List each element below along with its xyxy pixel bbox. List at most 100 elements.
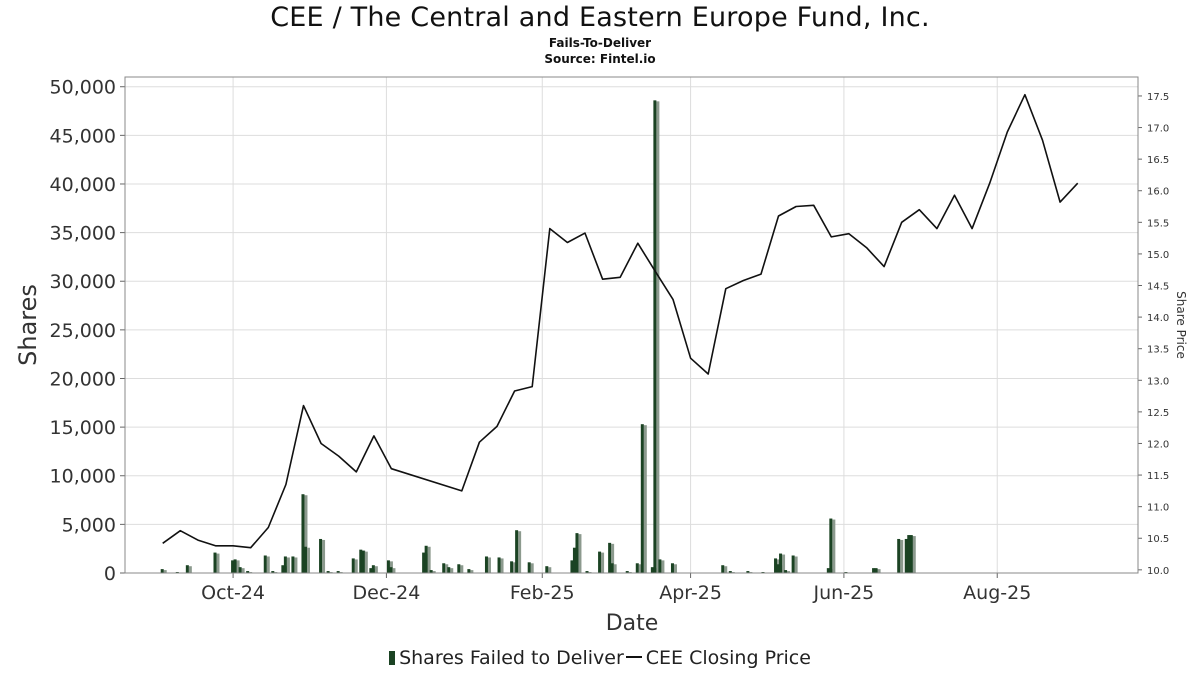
ftd-bar-shadow xyxy=(294,557,298,573)
ftd-bar-shadow xyxy=(374,566,378,573)
price-series xyxy=(162,93,1079,549)
y2-tick-label: 10.5 xyxy=(1147,534,1169,545)
y2-tick-label: 11.5 xyxy=(1147,471,1169,482)
ftd-bar xyxy=(238,567,242,573)
ftd-bar xyxy=(510,561,514,573)
ftd-bar xyxy=(909,535,913,573)
ftd-bar-shadow xyxy=(487,557,491,573)
y2-tick-label: 14.5 xyxy=(1147,282,1169,293)
y-tick-label: 35,000 xyxy=(50,223,116,245)
ftd-bar-shadow xyxy=(513,562,517,573)
x-axis-label: Date xyxy=(606,611,659,636)
ftd-bar xyxy=(231,560,235,573)
ftd-bar xyxy=(570,560,574,573)
y2-tick-label: 17.5 xyxy=(1147,92,1169,103)
legend-bar-swatch xyxy=(389,651,396,665)
ftd-bar xyxy=(585,571,589,573)
ftd-bar xyxy=(160,569,164,573)
ftd-bar xyxy=(774,558,778,573)
legend-line-swatch xyxy=(625,656,642,658)
ftd-bar-shadow xyxy=(354,559,358,573)
ftd-bar-shadow xyxy=(613,564,617,573)
chart-title: CEE / The Central and Eastern Europe Fun… xyxy=(270,2,930,33)
ftd-bar xyxy=(336,571,340,573)
ftd-bar xyxy=(721,565,725,573)
y2-tick-label: 17.0 xyxy=(1147,124,1169,135)
ftd-bar xyxy=(281,565,285,573)
ftd-bar xyxy=(653,100,657,573)
ftd-bar xyxy=(650,567,654,573)
ftd-bar xyxy=(610,563,614,573)
y2-tick-label: 11.0 xyxy=(1147,503,1169,514)
y2-tick-label: 10.0 xyxy=(1147,566,1169,577)
ftd-bar-shadow xyxy=(460,565,464,573)
grid-layer xyxy=(125,77,1138,574)
ftd-bar xyxy=(303,546,307,573)
ftd-bar-shadow xyxy=(241,568,245,573)
legend-bar-label: Shares Failed to Deliver xyxy=(399,647,624,669)
bar-series xyxy=(160,100,916,573)
y-tick-label: 50,000 xyxy=(50,77,116,99)
ftd-bar-shadow xyxy=(530,563,534,573)
ftd-bar-shadow xyxy=(188,566,192,573)
x-tick-label: Dec-24 xyxy=(353,582,421,604)
ftd-bar-shadow xyxy=(364,551,368,573)
y2-tick-label: 15.5 xyxy=(1147,218,1169,229)
ftd-bar-shadow xyxy=(470,570,474,573)
price-line xyxy=(162,93,1079,549)
ftd-bar xyxy=(635,563,639,573)
y-tick-label: 0 xyxy=(104,563,116,585)
y-tick-label: 30,000 xyxy=(50,271,116,293)
ftd-bar xyxy=(371,565,375,573)
ftd-bar xyxy=(907,535,911,573)
x-tick-label: Apr-25 xyxy=(659,582,722,604)
ftd-bar-shadow xyxy=(601,552,605,573)
ftd-bar xyxy=(291,556,295,573)
ftd-bar xyxy=(829,518,833,573)
ftd-bar xyxy=(658,559,662,573)
ftd-bar-shadow xyxy=(306,547,310,573)
ftd-bar-shadow xyxy=(643,425,647,573)
ftd-bar-shadow xyxy=(445,564,449,573)
ftd-bar xyxy=(904,538,908,573)
ftd-bar xyxy=(422,552,426,573)
ftd-bar-shadow xyxy=(266,556,270,573)
ftd-bar-shadow xyxy=(322,539,326,573)
ftd-bar-shadow xyxy=(877,569,881,573)
ftd-bar-shadow xyxy=(450,568,454,573)
ftd-bar xyxy=(484,556,488,573)
ftd-bar-shadow xyxy=(611,543,615,573)
ftd-bar xyxy=(369,568,373,573)
ftd-bar xyxy=(897,538,901,573)
y2-tick-label: 14.0 xyxy=(1147,313,1169,324)
ftd-bar-shadow xyxy=(392,568,396,573)
ftd-bar-shadow xyxy=(500,558,504,573)
ftd-bar xyxy=(263,555,267,573)
y-tick-label: 15,000 xyxy=(50,417,116,439)
ftd-bar xyxy=(185,565,189,573)
ftd-bar-shadow xyxy=(794,556,798,573)
legend: Shares Failed to Deliver CEE Closing Pric… xyxy=(0,647,1200,669)
ftd-bar-shadow xyxy=(638,564,642,573)
ftd-bar xyxy=(283,556,287,573)
y2-tick-label: 13.0 xyxy=(1147,376,1169,387)
ftd-bar xyxy=(640,424,644,573)
ftd-bar xyxy=(351,558,355,573)
chart-source: Source: Fintel.io xyxy=(544,52,656,66)
y2-axis-label: Share Price xyxy=(1174,291,1188,359)
ftd-bar-shadow xyxy=(724,566,728,573)
ftd-bar xyxy=(233,559,237,573)
ftd-bar-shadow xyxy=(787,571,791,573)
ftd-bar-shadow xyxy=(304,495,308,573)
ftd-bar xyxy=(386,560,390,573)
ftd-bar xyxy=(497,557,501,573)
x-tick-label: Oct-24 xyxy=(201,582,265,604)
ftd-bar xyxy=(791,555,795,573)
ftd-bar xyxy=(246,571,250,573)
ftd-bar xyxy=(670,563,674,573)
ftd-bar xyxy=(515,530,519,573)
ftd-bar-shadow xyxy=(432,571,436,573)
ftd-bar xyxy=(545,566,549,573)
ftd-bar xyxy=(359,549,363,573)
ftd-bar-shadow xyxy=(286,557,290,573)
